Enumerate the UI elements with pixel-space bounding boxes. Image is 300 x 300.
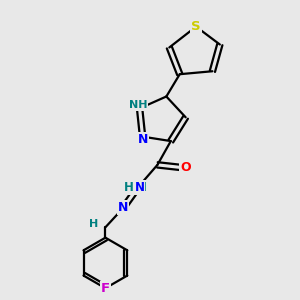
Text: N: N — [118, 202, 128, 214]
Text: NH: NH — [129, 100, 147, 110]
Text: HN: HN — [128, 181, 148, 194]
Text: H: H — [89, 219, 99, 229]
Text: H: H — [130, 182, 140, 192]
Text: O: O — [180, 161, 191, 174]
Text: H: H — [124, 181, 134, 194]
Text: N: N — [135, 181, 145, 194]
Text: S: S — [191, 20, 201, 33]
Text: F: F — [101, 282, 110, 295]
Text: N: N — [137, 133, 148, 146]
